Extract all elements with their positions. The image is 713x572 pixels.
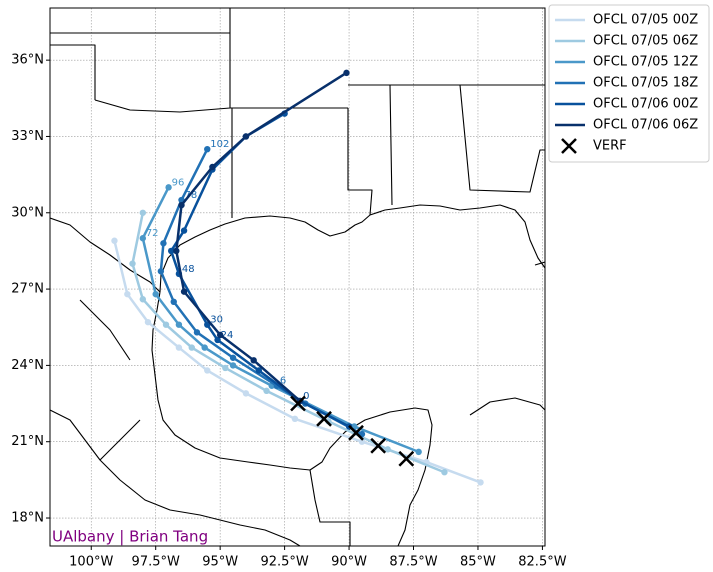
- track-point: [124, 290, 131, 298]
- x-tick-label: 87.5°W: [389, 555, 437, 570]
- track-point: [139, 296, 147, 303]
- y-tick-label: 36°N: [11, 53, 44, 68]
- track-point: [170, 298, 177, 306]
- legend-label: OFCL 07/05 00Z: [593, 13, 698, 28]
- track-point: [250, 357, 257, 364]
- track-point: [129, 260, 136, 267]
- track-point: [165, 184, 172, 191]
- track-point: [139, 235, 147, 242]
- track-point: [229, 362, 237, 369]
- legend-label: OFCL 07/06 00Z: [593, 97, 698, 112]
- track-point: [167, 247, 175, 255]
- track-point: [175, 321, 183, 328]
- y-tick-label: 21°N: [11, 434, 44, 449]
- track-point: [255, 367, 263, 374]
- track-point: [139, 209, 147, 216]
- y-tick-label: 27°N: [11, 282, 44, 297]
- verf-marker: [398, 450, 415, 467]
- track-point: [144, 318, 152, 326]
- x-tick-label: 95°W: [202, 555, 238, 570]
- track-point: [111, 237, 118, 244]
- hour-label: 0: [303, 391, 309, 402]
- hour-label: 48: [182, 264, 195, 275]
- track-point: [160, 240, 167, 247]
- hour-label: 30: [210, 315, 223, 326]
- y-tick-label: 33°N: [11, 129, 44, 144]
- credit: UAlbany | Brian Tang: [52, 528, 208, 546]
- legend-label: OFCL 07/05 06Z: [593, 34, 698, 49]
- legend-label: OFCL 07/05 18Z: [593, 76, 698, 91]
- track-point: [415, 448, 422, 456]
- track-point: [162, 321, 170, 328]
- hour-label: 24: [221, 330, 234, 341]
- x-tick-label: 92.5°W: [260, 555, 308, 570]
- legend-label: OFCL 07/05 12Z: [593, 55, 698, 70]
- track-point: [180, 227, 188, 234]
- legend-label: VERF: [593, 139, 627, 154]
- track-point: [242, 390, 250, 397]
- track-point: [201, 344, 208, 351]
- plot-area: [50, 8, 545, 546]
- legend-marker: [561, 138, 577, 154]
- hour-label: 102: [210, 139, 229, 150]
- track-point: [291, 415, 299, 423]
- track-point: [229, 354, 237, 361]
- verf-marker: [370, 437, 387, 454]
- track-point: [193, 329, 201, 336]
- y-tick-label: 24°N: [11, 358, 44, 373]
- verf-marker: [316, 410, 332, 427]
- track-point: [173, 247, 180, 255]
- track-point: [204, 145, 211, 153]
- hour-label: 72: [146, 228, 159, 239]
- track-point: [441, 469, 448, 476]
- verf-marker: [290, 395, 306, 412]
- plot-frame: [49, 7, 546, 547]
- x-tick-label: 100°W: [69, 555, 113, 570]
- verf-marker: [348, 424, 364, 441]
- track-point: [216, 331, 224, 339]
- track-point: [175, 344, 183, 351]
- track-point: [242, 133, 250, 140]
- track-point: [477, 479, 484, 486]
- track-point: [384, 446, 391, 453]
- track-point: [178, 201, 185, 209]
- x-tick-label: 82.5°W: [518, 555, 566, 570]
- y-tick-label: 18°N: [11, 511, 44, 526]
- track-point: [180, 288, 188, 295]
- track-point: [214, 336, 221, 344]
- hour-label: 6: [280, 376, 286, 387]
- track-point: [204, 367, 211, 374]
- y-tick-label: 30°N: [11, 205, 44, 220]
- x-tick-label: 90°W: [331, 555, 367, 570]
- legend-box: [548, 4, 710, 163]
- track-point: [343, 69, 350, 77]
- track-point: [222, 364, 229, 372]
- track-point: [188, 344, 195, 351]
- track-point: [152, 290, 159, 298]
- legend-label: OFCL 07/06 06Z: [593, 118, 698, 133]
- track-point: [263, 387, 270, 395]
- track-point: [358, 438, 366, 445]
- track-point: [157, 268, 165, 275]
- hour-label: 96: [172, 177, 185, 188]
- x-tick-label: 97.5°W: [132, 555, 180, 570]
- coastlines: [50, 8, 545, 546]
- track-point: [209, 163, 216, 171]
- x-tick-label: 85°W: [460, 555, 496, 570]
